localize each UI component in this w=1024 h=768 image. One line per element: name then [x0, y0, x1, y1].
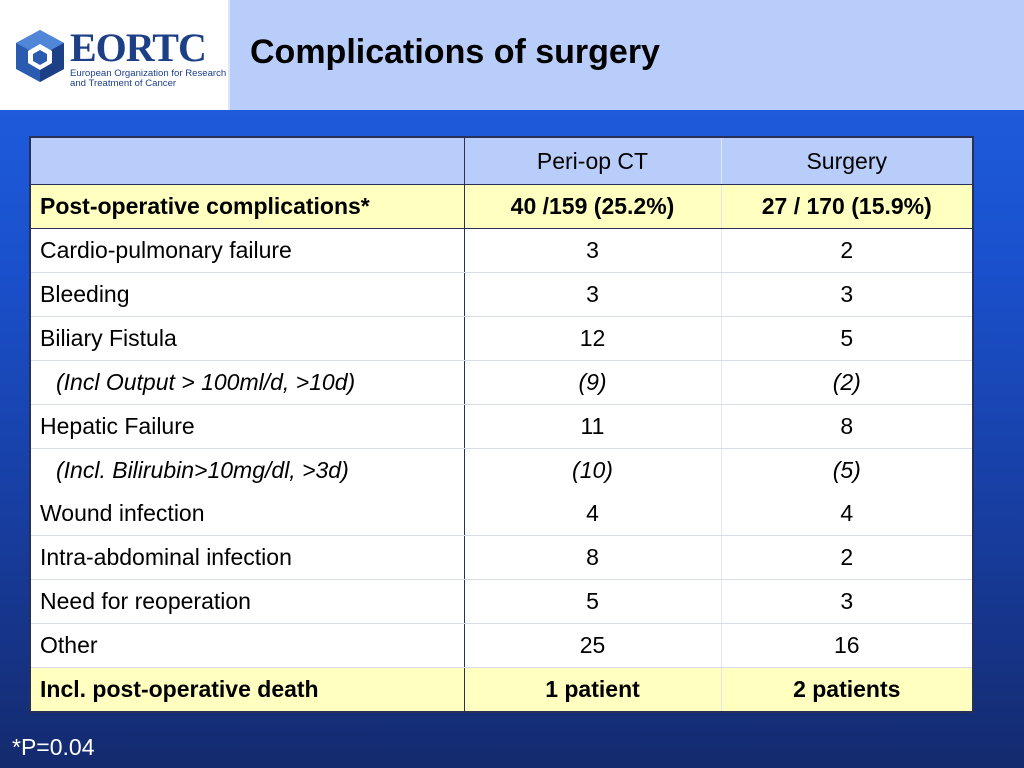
cell-periop-ct: 5 — [464, 579, 722, 624]
row-label: (Incl Output > 100ml/d, >10d) — [30, 360, 465, 405]
eortc-logo-icon — [16, 30, 64, 82]
column-header-surgery: Surgery — [721, 137, 973, 185]
complications-table: Peri-op CT Surgery Post-operative compli… — [29, 136, 974, 713]
cell-periop-ct: 12 — [464, 316, 722, 361]
row-label: (Incl. Bilirubin>10mg/dl, >3d) — [30, 448, 465, 492]
table-row-wound-infection: Wound infection 4 4 — [30, 492, 973, 536]
logo-subtitle: European Organization for Research and T… — [70, 68, 227, 89]
row-label: Cardio-pulmonary failure — [30, 228, 465, 273]
logo-wordmark: EORTC — [70, 25, 207, 70]
cell-surgery: (2) — [721, 360, 973, 405]
cell-surgery: 3 — [721, 579, 973, 624]
cell-periop-ct: 4 — [464, 492, 722, 536]
column-header-periop-ct: Peri-op CT — [464, 137, 722, 185]
column-header-empty — [30, 137, 465, 185]
header-bar: EORTC European Organization for Research… — [0, 0, 1024, 110]
cell-surgery: 27 / 170 (15.9%) — [721, 184, 973, 229]
table-row-need-for-reoperation: Need for reoperation 5 3 — [30, 579, 973, 624]
row-label: Incl. post-operative death — [30, 667, 465, 712]
cell-periop-ct: (10) — [464, 448, 722, 492]
row-label: Post-operative complications* — [30, 184, 465, 229]
cell-surgery: 2 — [721, 228, 973, 273]
cell-surgery: 3 — [721, 272, 973, 317]
page-title: Complications of surgery — [250, 33, 660, 71]
table-row-intra-abdominal-infection: Intra-abdominal infection 8 2 — [30, 535, 973, 580]
table-row-biliary-fistula-detail: (Incl Output > 100ml/d, >10d) (9) (2) — [30, 360, 973, 405]
cell-surgery: 5 — [721, 316, 973, 361]
cell-periop-ct: 8 — [464, 535, 722, 580]
footnote: *P=0.04 — [12, 734, 95, 760]
cell-periop-ct: 3 — [464, 228, 722, 273]
table-row-bleeding: Bleeding 3 3 — [30, 272, 973, 317]
table-row-post-operative-complications: Post-operative complications* 40 /159 (2… — [30, 184, 973, 229]
row-label: Need for reoperation — [30, 579, 465, 624]
row-label: Wound infection — [30, 492, 465, 536]
cell-periop-ct: 40 /159 (25.2%) — [464, 184, 722, 229]
row-label: Other — [30, 623, 465, 668]
row-label: Bleeding — [30, 272, 465, 317]
table-row-post-operative-death: Incl. post-operative death 1 patient 2 p… — [30, 667, 973, 712]
table-row-hepatic-failure: Hepatic Failure 11 8 — [30, 404, 973, 449]
cell-periop-ct: 1 patient — [464, 667, 722, 712]
cell-surgery: 4 — [721, 492, 973, 536]
table-row-hepatic-failure-detail: (Incl. Bilirubin>10mg/dl, >3d) (10) (5) — [30, 448, 973, 492]
cell-surgery: (5) — [832, 457, 861, 483]
row-label: Biliary Fistula — [30, 316, 465, 361]
cell-periop-ct: 11 — [464, 404, 722, 449]
cell-periop-ct: 3 — [464, 272, 722, 317]
logo: EORTC European Organization for Research… — [0, 0, 230, 110]
cell-surgery: 2 — [721, 535, 973, 580]
cell-surgery: 16 — [721, 623, 973, 668]
table-header-row: Peri-op CT Surgery — [30, 137, 973, 185]
row-label: Hepatic Failure — [30, 404, 465, 449]
cell-periop-ct: 25 — [464, 623, 722, 668]
cell-surgery: 2 patients — [721, 667, 973, 712]
cell-periop-ct: (9) — [464, 360, 722, 405]
row-label: Intra-abdominal infection — [30, 535, 465, 580]
table-row-cardio-pulmonary-failure: Cardio-pulmonary failure 3 2 — [30, 228, 973, 273]
table-row-biliary-fistula: Biliary Fistula 12 5 — [30, 316, 973, 361]
table-row-other: Other 25 16 — [30, 623, 973, 668]
cell-surgery: 8 — [721, 404, 973, 449]
